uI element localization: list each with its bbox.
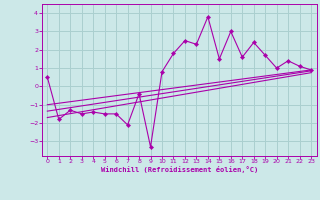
X-axis label: Windchill (Refroidissement éolien,°C): Windchill (Refroidissement éolien,°C) [100,166,258,173]
